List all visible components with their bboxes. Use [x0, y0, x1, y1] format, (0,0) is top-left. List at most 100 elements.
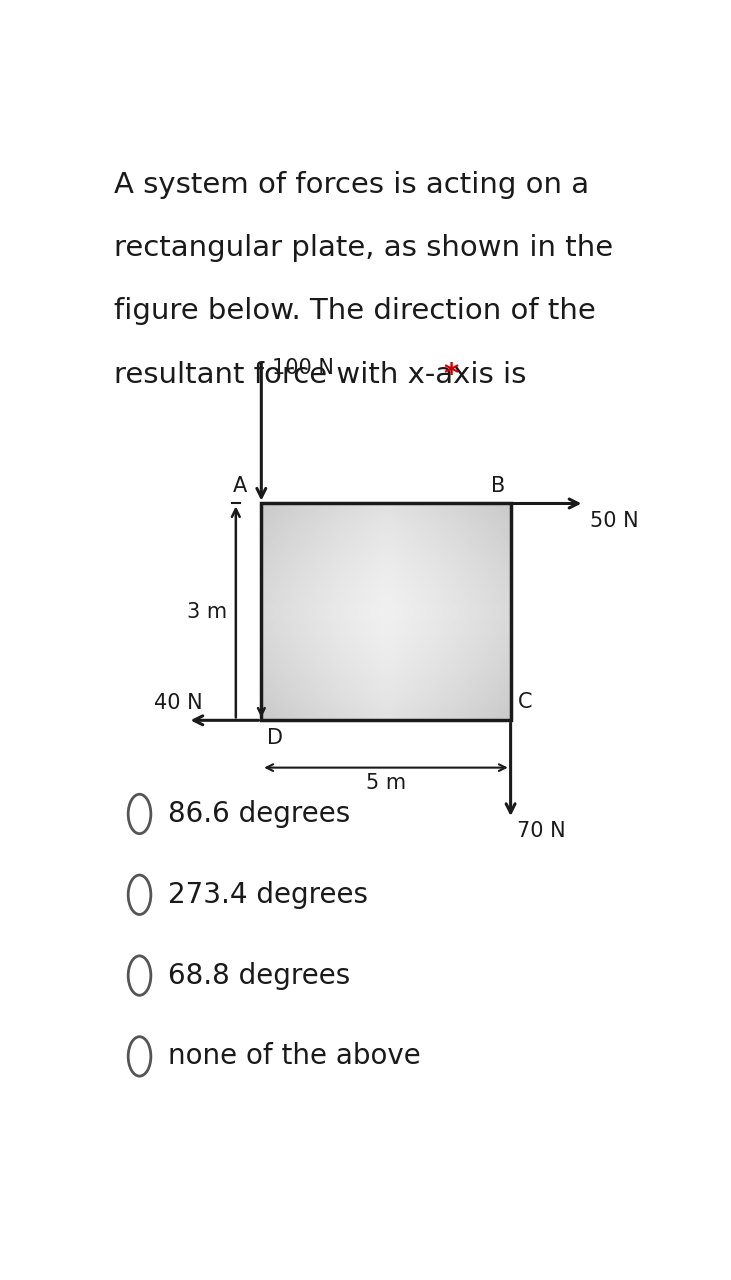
- Bar: [262, 506, 510, 509]
- Text: 100 N: 100 N: [271, 357, 333, 378]
- Text: C: C: [518, 692, 532, 713]
- Text: resultant force with x-axis is: resultant force with x-axis is: [114, 361, 536, 389]
- Bar: [262, 669, 510, 672]
- Bar: [262, 617, 510, 620]
- Circle shape: [128, 1037, 151, 1076]
- Bar: [302, 503, 305, 721]
- Bar: [262, 503, 510, 721]
- Bar: [262, 568, 510, 571]
- Bar: [333, 503, 336, 721]
- Bar: [358, 503, 361, 721]
- Bar: [268, 503, 270, 721]
- Bar: [327, 503, 330, 721]
- Bar: [414, 503, 417, 721]
- Bar: [426, 503, 430, 721]
- Bar: [467, 503, 470, 721]
- Bar: [433, 503, 436, 721]
- Bar: [461, 503, 464, 721]
- Bar: [262, 639, 510, 641]
- Bar: [464, 503, 467, 721]
- Bar: [262, 549, 510, 552]
- Bar: [262, 588, 510, 590]
- Bar: [262, 655, 510, 658]
- Bar: [452, 503, 455, 721]
- Bar: [262, 685, 510, 687]
- Bar: [262, 696, 510, 699]
- Bar: [295, 503, 299, 721]
- Bar: [411, 503, 414, 721]
- Bar: [305, 503, 308, 721]
- Bar: [262, 561, 510, 563]
- Bar: [262, 620, 510, 623]
- Bar: [386, 503, 389, 721]
- Bar: [507, 503, 510, 721]
- Bar: [330, 503, 333, 721]
- Bar: [262, 658, 510, 660]
- Bar: [262, 680, 510, 682]
- Bar: [262, 556, 510, 558]
- Bar: [262, 517, 510, 520]
- Bar: [262, 552, 510, 556]
- Bar: [383, 503, 386, 721]
- Bar: [292, 503, 295, 721]
- Bar: [262, 585, 510, 588]
- Bar: [371, 503, 374, 721]
- Bar: [320, 503, 324, 721]
- Bar: [492, 503, 495, 721]
- Bar: [317, 503, 320, 721]
- Bar: [262, 663, 510, 666]
- Bar: [342, 503, 346, 721]
- Text: rectangular plate, as shown in the: rectangular plate, as shown in the: [114, 234, 613, 262]
- Bar: [480, 503, 482, 721]
- Text: 40 N: 40 N: [154, 692, 202, 713]
- Bar: [470, 503, 473, 721]
- Bar: [262, 623, 510, 626]
- Bar: [262, 653, 510, 655]
- Bar: [262, 602, 510, 604]
- Text: D: D: [267, 728, 283, 749]
- Text: 70 N: 70 N: [518, 820, 566, 841]
- Bar: [262, 636, 510, 639]
- Bar: [262, 609, 510, 612]
- Bar: [287, 503, 289, 721]
- Bar: [262, 503, 265, 721]
- Bar: [262, 509, 510, 512]
- Circle shape: [128, 876, 151, 914]
- Bar: [262, 544, 510, 547]
- Bar: [262, 503, 510, 506]
- Bar: [485, 503, 489, 721]
- Bar: [262, 666, 510, 669]
- Bar: [262, 677, 510, 680]
- Text: 86.6 degrees: 86.6 degrees: [168, 800, 350, 828]
- Bar: [395, 503, 398, 721]
- Text: 3 m: 3 m: [187, 602, 227, 622]
- Bar: [477, 503, 480, 721]
- Bar: [299, 503, 302, 721]
- Bar: [262, 607, 510, 609]
- Bar: [473, 503, 477, 721]
- Bar: [262, 515, 510, 517]
- Bar: [439, 503, 442, 721]
- Bar: [498, 503, 501, 721]
- Bar: [501, 503, 504, 721]
- Bar: [379, 503, 383, 721]
- Bar: [280, 503, 283, 721]
- Bar: [262, 612, 510, 614]
- Bar: [262, 675, 510, 677]
- Bar: [274, 503, 277, 721]
- Text: 5 m: 5 m: [366, 773, 406, 792]
- Bar: [442, 503, 445, 721]
- Bar: [401, 503, 405, 721]
- Bar: [262, 531, 510, 534]
- Bar: [355, 503, 358, 721]
- Bar: [455, 503, 458, 721]
- Bar: [265, 503, 268, 721]
- Bar: [262, 682, 510, 685]
- Bar: [389, 503, 393, 721]
- Bar: [262, 631, 510, 634]
- Bar: [262, 699, 510, 701]
- Bar: [324, 503, 327, 721]
- Bar: [262, 566, 510, 568]
- Bar: [262, 590, 510, 593]
- Circle shape: [128, 956, 151, 996]
